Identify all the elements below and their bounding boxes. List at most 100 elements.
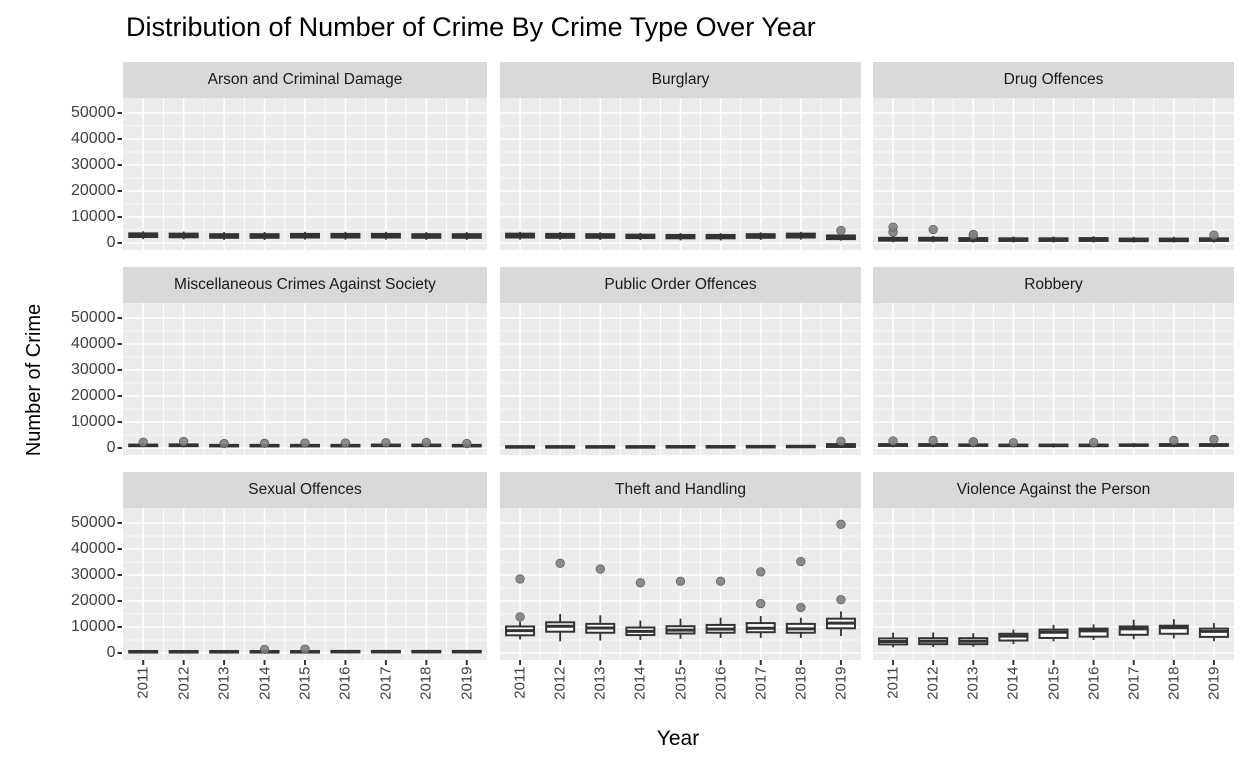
facet-strip: Arson and Criminal Damage: [123, 62, 487, 98]
x-tick-label: 2011: [134, 666, 152, 699]
x-tick-label: 2019: [1205, 666, 1223, 700]
outlier-point: [836, 519, 846, 529]
box-iqr: [1158, 624, 1189, 635]
y-tick-label: 10000: [71, 618, 116, 635]
y-tick-label: 50000: [71, 514, 116, 531]
box-iqr: [1078, 627, 1109, 638]
outlier-point: [836, 436, 846, 446]
x-tick-label: 2014: [256, 666, 274, 700]
facet-strip: Public Order Offences: [500, 267, 861, 303]
outlier-point: [259, 644, 270, 655]
facet-strip-label: Violence Against the Person: [956, 481, 1151, 498]
x-tick-label: 2019: [832, 666, 850, 700]
y-tick-label: 50000: [71, 104, 116, 121]
outlier-point: [595, 564, 605, 574]
y-tick-label: 20000: [71, 592, 116, 609]
x-tick-label: 2014: [631, 666, 649, 700]
y-tick-label: 50000: [71, 309, 116, 326]
outlier-point: [1169, 435, 1179, 446]
outlier-point: [259, 438, 270, 448]
box-iqr: [1118, 625, 1149, 636]
x-tick-label: 2014: [1004, 666, 1022, 700]
facet-strip-label: Sexual Offences: [248, 481, 362, 498]
y-tick-label: 20000: [71, 182, 116, 199]
x-tick-label: 2018: [792, 666, 810, 700]
x-tick-label: 2016: [336, 666, 354, 700]
x-tick-label: 2011: [884, 666, 902, 699]
x-tick-label: 2013: [215, 666, 233, 700]
y-tick-label: 30000: [71, 156, 116, 173]
outlier-point: [888, 222, 898, 232]
outlier-point: [756, 598, 766, 609]
facet-strip-label: Robbery: [1024, 276, 1083, 293]
x-tick-label: 2017: [1125, 666, 1143, 700]
y-tick-label: 40000: [71, 130, 116, 147]
box-iqr: [1038, 628, 1069, 639]
x-tick-label: 2013: [591, 666, 609, 700]
y-tick-label: 10000: [71, 413, 116, 430]
outlier-point: [515, 574, 525, 584]
outlier-point: [796, 602, 806, 613]
facet-strip-label: Arson and Criminal Damage: [207, 71, 403, 88]
outlier-point: [340, 438, 351, 448]
outlier-point: [888, 436, 898, 446]
outlier-point: [968, 229, 978, 240]
outlier-point: [462, 438, 472, 449]
outlier-point: [796, 556, 806, 567]
x-tick-label: 2016: [1085, 666, 1103, 700]
facet-strip-label: Theft and Handling: [615, 481, 746, 498]
facet-strip-label: Public Order Offences: [604, 276, 757, 293]
outlier-point: [1008, 438, 1019, 448]
outlier-point: [1209, 230, 1219, 240]
outlier-point: [300, 438, 310, 448]
facet-strip-label: Miscellaneous Crimes Against Society: [174, 276, 436, 293]
facet-strip: Robbery: [873, 267, 1234, 303]
outlier-point: [381, 438, 391, 448]
x-tick-label: 2012: [924, 666, 942, 700]
outlier-point: [421, 437, 431, 448]
outlier-point: [555, 558, 565, 568]
facet-strip: Violence Against the Person: [873, 472, 1234, 508]
y-tick-label: 30000: [71, 361, 116, 378]
y-tick-label: 40000: [71, 540, 116, 557]
facet-strip: Miscellaneous Crimes Against Society: [123, 267, 487, 303]
outlier-point: [1209, 434, 1219, 445]
x-tick-label: 2019: [458, 666, 476, 700]
outlier-point: [515, 612, 525, 622]
x-tick-label: 2015: [296, 666, 314, 700]
y-tick-label: 30000: [71, 566, 116, 583]
x-tick-label: 2011: [511, 666, 529, 699]
outlier-point: [928, 435, 938, 446]
outlier-point: [138, 437, 148, 447]
outlier-point: [635, 578, 646, 588]
x-tick-label: 2015: [672, 666, 689, 700]
x-tick-label: 2016: [712, 666, 730, 700]
facet-strip-label: Drug Offences: [1003, 71, 1104, 88]
y-tick-label: 10000: [71, 208, 116, 225]
outlier-point: [300, 644, 310, 654]
x-tick-label: 2018: [417, 666, 435, 700]
x-tick-label: 2013: [964, 666, 982, 700]
facet-strip: Sexual Offences: [123, 472, 487, 508]
x-tick-label: 2017: [377, 666, 395, 700]
outlier-point: [1088, 437, 1099, 448]
facet-strip-label: Burglary: [651, 71, 710, 88]
y-tick-label: 0: [106, 234, 116, 251]
outlier-point: [756, 567, 766, 577]
y-tick-label: 0: [106, 439, 116, 456]
x-tick-label: 2018: [1165, 666, 1183, 700]
x-tick-label: 2012: [551, 666, 569, 700]
x-tick-label: 2012: [175, 666, 193, 700]
facet-strip: Theft and Handling: [500, 472, 861, 508]
outlier-point: [675, 576, 686, 586]
outlier-point: [179, 436, 189, 447]
y-tick-label: 20000: [71, 387, 116, 404]
outlier-point: [715, 576, 726, 586]
facet-strip: Burglary: [500, 62, 861, 98]
x-tick-label: 2017: [752, 666, 770, 700]
outlier-point: [968, 437, 978, 447]
outlier-point: [836, 595, 846, 605]
facet-strip: Drug Offences: [873, 62, 1234, 98]
y-tick-label: 0: [106, 644, 116, 661]
y-tick-label: 40000: [71, 335, 116, 352]
